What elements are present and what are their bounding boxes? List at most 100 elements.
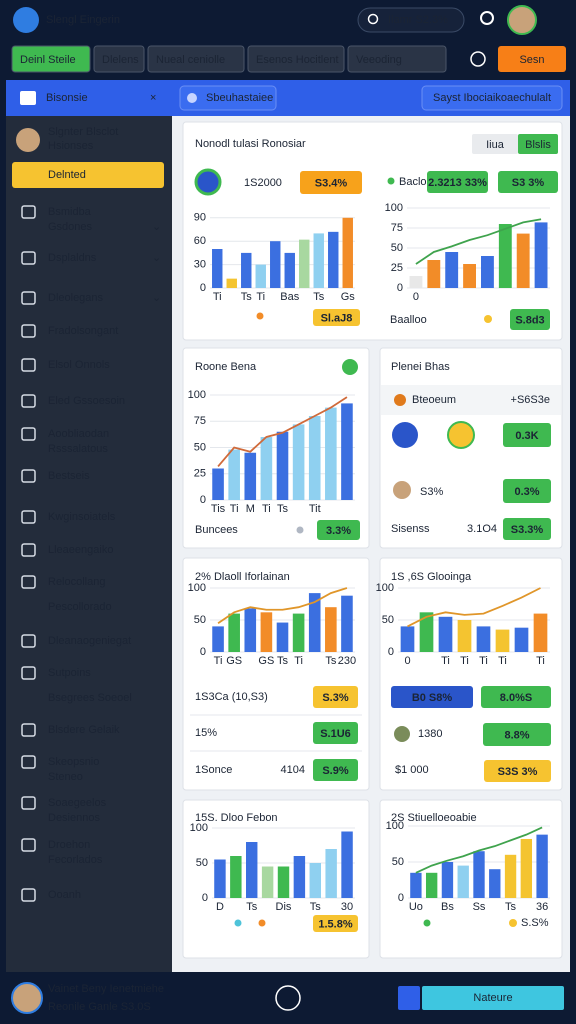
bar — [457, 620, 472, 652]
x-tick-label: 0 — [413, 291, 419, 303]
y-tick-label: 0 — [202, 892, 208, 904]
x-tick-label: Ts — [277, 503, 289, 515]
bar — [292, 424, 305, 500]
footer-name: Vainet Beny Ienetmiehe — [48, 983, 164, 995]
nav-item[interactable]: Kwginsoiatels — [48, 511, 116, 523]
legend-dot — [387, 177, 395, 185]
row-band — [381, 385, 561, 415]
row-label: Sisenss — [391, 523, 430, 535]
banner-chip-text: Sbeuhastaiee — [206, 92, 273, 104]
x-tick-label: Ti — [213, 291, 222, 303]
nav-subitem: Gsdones — [48, 221, 93, 233]
nav-subitem: Bsegrees Soeoel — [48, 692, 132, 704]
bar — [246, 842, 258, 898]
badge — [313, 309, 360, 326]
search-box[interactable] — [357, 7, 465, 33]
nav-item[interactable]: Dsplaldns — [48, 252, 97, 264]
x-tick-label: Gs — [341, 291, 356, 303]
active-item[interactable] — [12, 162, 164, 188]
x-tick-label: Ti — [214, 655, 223, 667]
badge — [481, 686, 551, 708]
toolbar-button[interactable] — [11, 45, 91, 73]
nav-item[interactable]: Ooanh — [48, 889, 81, 901]
bar — [284, 252, 295, 288]
nav-item[interactable]: Bsmidba — [48, 206, 92, 218]
x-tick-label: Uo — [409, 901, 423, 913]
badge-text: S.1U6 — [320, 728, 351, 740]
nav-item[interactable]: Aoobliaodan — [48, 428, 109, 440]
badge-text: B0 S8% — [412, 692, 453, 704]
toolbar-button[interactable] — [347, 45, 447, 73]
nav-item[interactable]: Skeopsnio — [48, 756, 99, 768]
badge-text: S3.3% — [511, 524, 544, 536]
nav-item[interactable]: Dleanaogeniegat — [48, 635, 131, 647]
nav-item[interactable]: Eled Gssoesoin — [48, 395, 125, 407]
bar — [457, 865, 469, 898]
card — [379, 557, 563, 791]
toolbar-button[interactable] — [147, 45, 245, 73]
nav-item[interactable]: Fradolsongant — [48, 325, 118, 337]
badge — [427, 171, 488, 193]
chevron: ⌄ — [152, 292, 161, 304]
bar — [212, 468, 224, 500]
bar — [341, 403, 353, 500]
bar — [445, 252, 459, 288]
bar — [516, 233, 530, 288]
bar — [419, 612, 434, 652]
bar — [276, 622, 289, 652]
toggle-off[interactable] — [472, 134, 518, 154]
x-tick-label: Bs — [441, 901, 454, 913]
toolbar-button[interactable] — [93, 45, 145, 73]
x-tick-label: Tit — [309, 503, 321, 515]
x-tick-label: 0 — [404, 655, 410, 667]
footer-button-text: Nateure — [473, 992, 512, 1004]
nav-item[interactable]: Sutpoins — [48, 667, 91, 679]
nav-item[interactable]: Lleaeengaiko — [48, 544, 113, 556]
trend-line — [415, 826, 543, 874]
nav-item[interactable]: Elsol Onnols — [48, 359, 110, 371]
action-button[interactable] — [498, 46, 566, 72]
y-tick-label: 100 — [385, 202, 403, 214]
banner-chip[interactable] — [179, 85, 277, 111]
legend-label: Baclo — [399, 176, 427, 188]
nav-item[interactable]: Droehon — [48, 839, 90, 851]
total-value: 1S2000 — [244, 177, 282, 189]
bar — [534, 222, 548, 288]
bar — [325, 607, 337, 652]
nav-item[interactable]: Bestseis — [48, 470, 90, 482]
legend-label: S.S% — [521, 917, 549, 929]
banner-button-text: Sayst Ibociaikoaechulalt — [433, 92, 551, 104]
row-label: 15% — [195, 727, 217, 739]
footer-square[interactable] — [398, 986, 420, 1010]
badge-text: Sl.aJ8 — [321, 312, 353, 324]
active-item-text: Delnted — [48, 169, 86, 181]
badge — [510, 309, 550, 330]
bar — [292, 613, 305, 652]
banner-title: Bisonsie — [46, 92, 88, 104]
banner-button[interactable] — [421, 85, 563, 111]
badge-text: S.3% — [322, 692, 349, 704]
footer-button[interactable] — [422, 986, 564, 1010]
row-dot — [394, 394, 406, 406]
nav-icon — [21, 324, 36, 338]
row-label: $1 000 — [395, 764, 429, 776]
donut-icon — [194, 168, 222, 196]
close-icon[interactable]: × — [150, 92, 156, 104]
toggle-on[interactable] — [518, 134, 558, 154]
x-tick-label: Ts — [310, 901, 322, 913]
nav-item[interactable]: Dleolegans — [48, 292, 104, 304]
toolbar-button[interactable] — [247, 45, 345, 73]
footer-avatar — [11, 982, 43, 1014]
x-tick-label: Ti — [230, 503, 239, 515]
nav-item[interactable]: Soaegeelos — [48, 797, 107, 809]
y-tick-label: 75 — [194, 415, 206, 427]
y-tick-label: 100 — [188, 389, 206, 401]
banner-icon — [20, 91, 36, 105]
badge-text: S3.4% — [315, 177, 348, 189]
profile-avatar — [16, 128, 40, 152]
nav-item[interactable]: Blsdere Gelaik — [48, 724, 120, 736]
nav-item[interactable]: Relocollang — [48, 576, 105, 588]
nav-icon — [21, 634, 36, 648]
y-tick-label: 0 — [388, 646, 394, 658]
